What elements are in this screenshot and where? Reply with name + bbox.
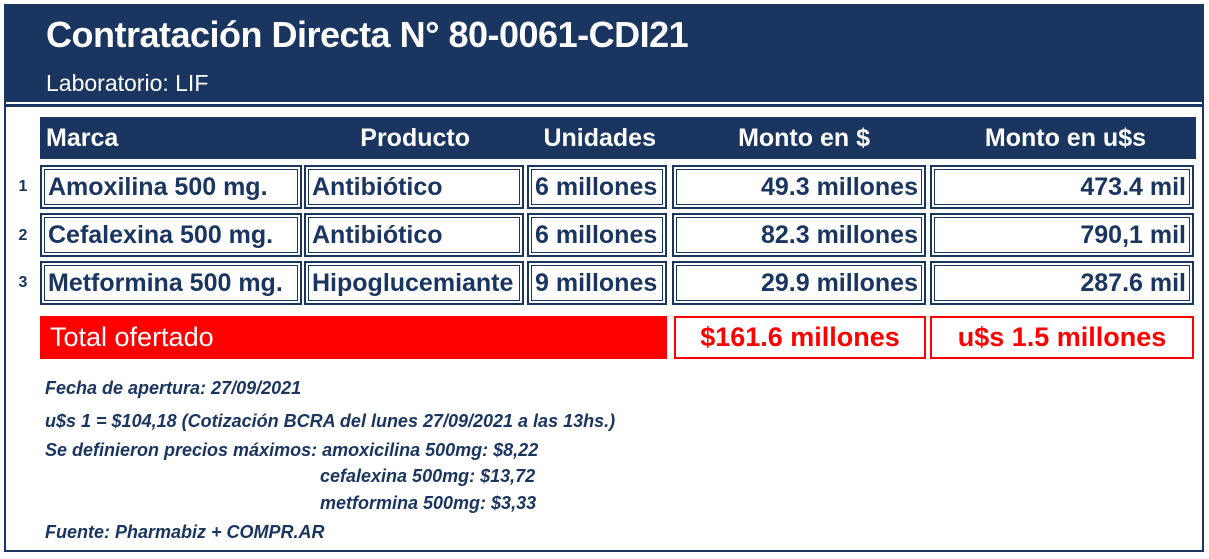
total-label: Total ofertado xyxy=(40,316,667,359)
cell-marca: Metformina 500 mg. xyxy=(40,261,302,305)
total-monto-pesos: $161.6 millones xyxy=(674,316,926,359)
cell-monto-usd: 287.6 mil xyxy=(930,261,1194,305)
cell-producto: Hipoglucemiante xyxy=(304,261,524,305)
cell-producto: Antibiótico xyxy=(304,213,524,257)
note-precio-cefalexina: cefalexina 500mg: $13,72 xyxy=(320,466,536,486)
cell-marca: Amoxilina 500 mg. xyxy=(40,165,302,209)
cell-monto-usd: 473.4 mil xyxy=(930,165,1194,209)
header-banner xyxy=(4,4,1204,102)
column-header-marca: Marca xyxy=(40,117,302,159)
column-header-unidades: Unidades xyxy=(524,117,670,159)
column-header-monto-usd: Monto en u$s xyxy=(928,117,1196,159)
cell-monto-pesos: 82.3 millones xyxy=(672,213,926,257)
row-number: 2 xyxy=(18,227,28,244)
cell-unidades: 6 millones xyxy=(527,165,667,209)
cell-monto-usd: 790,1 mil xyxy=(930,213,1194,257)
row-number: 3 xyxy=(18,274,28,291)
cell-marca: Cefalexina 500 mg. xyxy=(40,213,302,257)
note-precio-metformina: metformina 500mg: $3,33 xyxy=(320,493,537,513)
cell-producto: Antibiótico xyxy=(304,165,524,209)
cell-unidades: 9 millones xyxy=(527,261,667,305)
cell-unidades: 6 millones xyxy=(527,213,667,257)
total-monto-usd: u$s 1.5 millones xyxy=(930,316,1194,359)
page-title: Contratación Directa N° 80-0061-CDI21 xyxy=(46,14,689,55)
note-cotizacion: u$s 1 = $104,18 (Cotización BCRA del lun… xyxy=(45,411,616,431)
note-fecha-apertura: Fecha de apertura: 27/09/2021 xyxy=(45,378,302,398)
header-divider xyxy=(4,104,1204,107)
cell-monto-pesos: 29.9 millones xyxy=(672,261,926,305)
note-fuente: Fuente: Pharmabiz + COMPR.AR xyxy=(45,522,325,542)
column-header-producto: Producto xyxy=(302,117,524,159)
cell-monto-pesos: 49.3 millones xyxy=(672,165,926,209)
note-precios-maximos: Se definieron precios máximos: amoxicili… xyxy=(45,440,539,460)
row-number: 1 xyxy=(18,178,28,195)
column-header-monto-pesos: Monto en $ xyxy=(670,117,928,159)
laboratory-subtitle: Laboratorio: LIF xyxy=(46,70,209,96)
